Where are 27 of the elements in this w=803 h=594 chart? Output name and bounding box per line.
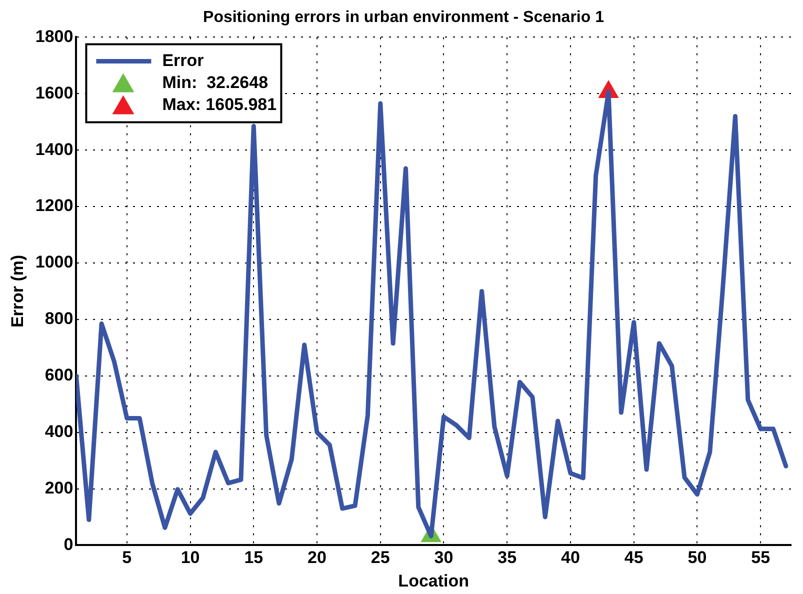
- y-axis-title: Error (m): [8, 254, 27, 328]
- x-axis-title: Location: [398, 571, 470, 590]
- x-tick-label: 40: [561, 548, 580, 568]
- y-tick-label: 0: [64, 534, 74, 554]
- y-tick-label: 1600: [35, 83, 74, 102]
- legend-label: Max: 1605.981: [162, 94, 277, 114]
- y-tick-label: 1800: [35, 26, 74, 46]
- y-tick-label: 1000: [35, 252, 74, 272]
- x-tick-label: 20: [308, 548, 326, 568]
- y-tick-label: 200: [44, 478, 74, 498]
- x-tick-label: 55: [751, 548, 770, 568]
- x-tick-label: 15: [244, 548, 264, 568]
- chart-title: Positioning errors in urban environment - Scenario 1: [203, 9, 604, 26]
- legend-label: Min: 32.2648: [162, 72, 268, 92]
- y-tick-label: 1200: [35, 196, 74, 216]
- x-tick-label: 10: [180, 548, 200, 568]
- legend-label: Error: [162, 50, 204, 70]
- y-tick-label: 400: [44, 422, 74, 441]
- y-tick-label: 600: [44, 366, 74, 385]
- y-tick-label: 1400: [35, 140, 74, 159]
- x-tick-label: 30: [434, 548, 454, 568]
- x-tick-label: 5: [122, 548, 132, 568]
- x-tick-label: 45: [624, 548, 644, 568]
- x-tick-label: 35: [498, 548, 517, 568]
- x-tick-label: 50: [688, 548, 707, 568]
- x-tick-label: 25: [370, 548, 390, 568]
- y-tick-label: 800: [44, 309, 74, 328]
